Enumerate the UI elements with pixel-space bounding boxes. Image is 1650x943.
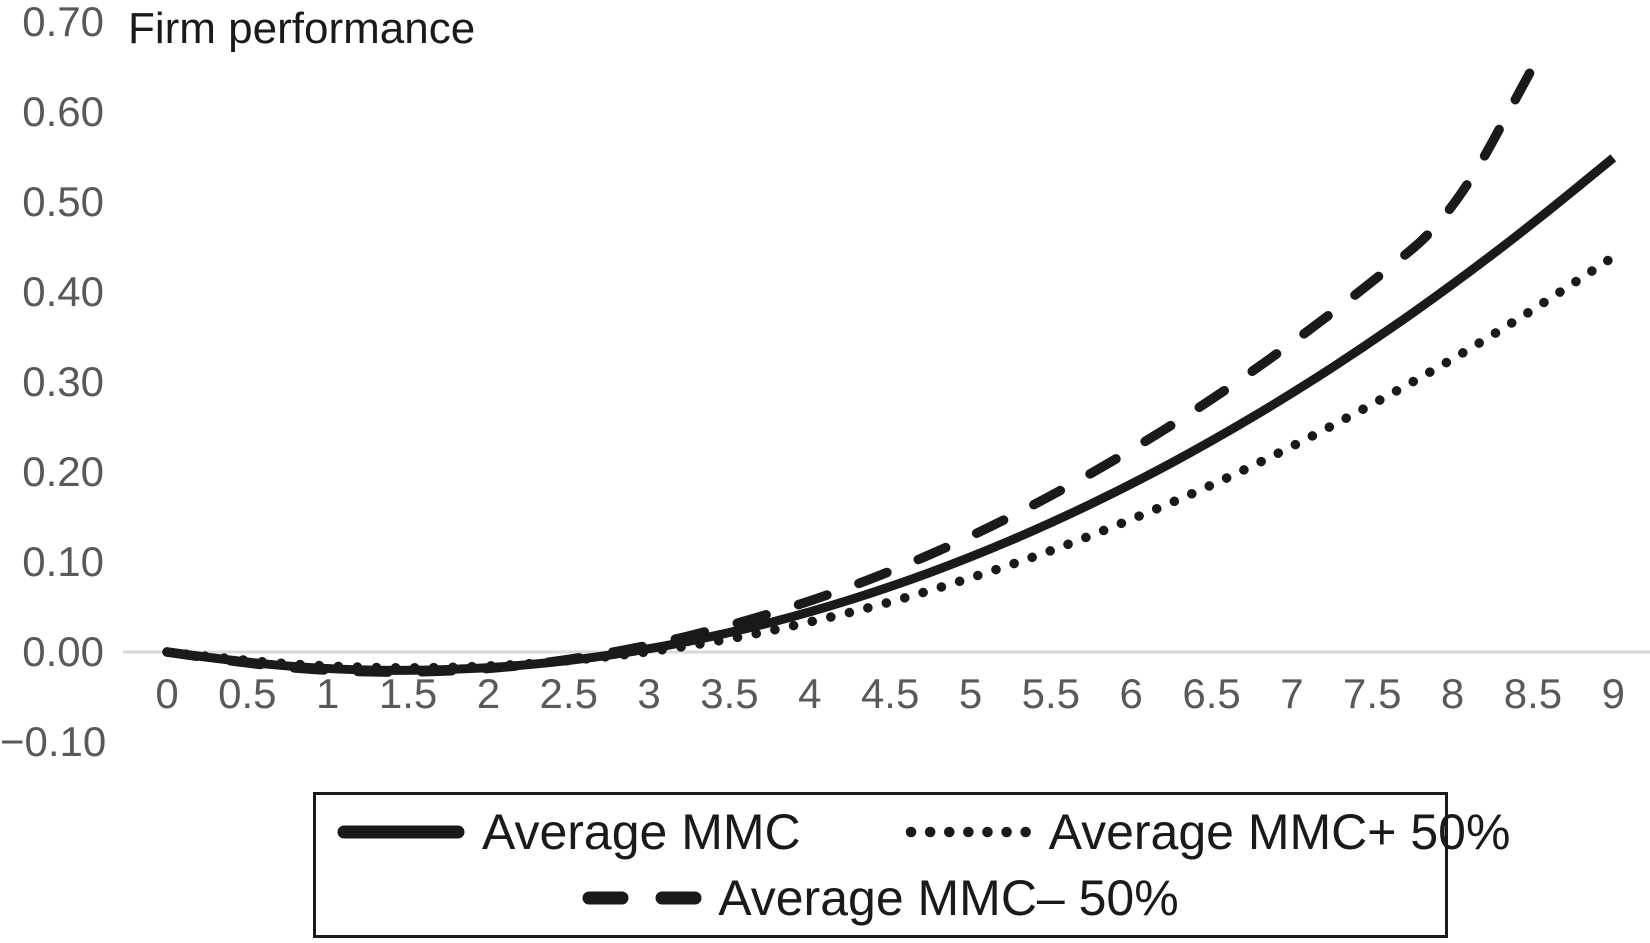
legend-item-average-mmc-minus-50: Average MMC– 50% — [582, 869, 1179, 927]
legend-row-1: Average MMC Average MMC+ 50% — [316, 802, 1510, 862]
legend-dashed-line-icon — [582, 891, 702, 905]
y-tick-label: 0.20 — [22, 448, 104, 495]
legend-label-average-mmc-plus-50: Average MMC+ 50% — [1048, 804, 1511, 860]
x-tick-label: 2.5 — [539, 670, 598, 717]
x-tick-label: 7.5 — [1343, 670, 1402, 717]
x-tick-label: 5.5 — [1021, 670, 1081, 717]
y-tick-label: −0.10 — [0, 718, 107, 765]
series-line-dashed — [162, 62, 1538, 677]
x-tick-label: 0 — [155, 670, 179, 717]
legend-item-average-mmc: Average MMC — [336, 803, 801, 861]
x-tick-label: 7 — [1280, 670, 1304, 717]
legend-row-2: Average MMC– 50% — [316, 868, 1445, 928]
series-line-dotted — [162, 252, 1619, 673]
x-tick-label: 8 — [1440, 670, 1465, 717]
legend-solid-line-icon — [337, 825, 465, 839]
x-tick-label: 0.5 — [218, 670, 277, 717]
legend-box: Average MMC Average MMC+ 50% Average MMC… — [313, 792, 1510, 938]
y-tick-label: 0.50 — [22, 178, 104, 225]
legend-label-average-mmc-minus-50: Average MMC– 50% — [718, 870, 1179, 926]
chart-title: Firm performance — [128, 4, 476, 53]
x-tick-label: 3.5 — [700, 670, 759, 717]
x-tick-label: 6.5 — [1182, 670, 1241, 717]
x-tick-label: 9 — [1601, 670, 1625, 717]
x-tick-label: 3 — [637, 670, 661, 717]
y-tick-label: 0.70 — [22, 0, 104, 45]
x-tick-label: 8.5 — [1503, 670, 1563, 717]
legend-dotted-line-icon — [905, 826, 1032, 838]
x-tick-label: 5 — [958, 670, 983, 717]
legend-item-average-mmc-plus-50: Average MMC+ 50% — [905, 803, 1511, 861]
x-tick-label: 1 — [316, 670, 340, 717]
x-tick-label: 4.5 — [860, 670, 920, 717]
x-tick-label: 2 — [476, 670, 501, 717]
y-tick-label: 0.40 — [22, 268, 104, 315]
x-tick-label: 6 — [1119, 670, 1143, 717]
x-tick-label: 1.5 — [378, 670, 438, 717]
x-tick-label: 4 — [798, 670, 822, 717]
series-line-solid — [166, 154, 1617, 675]
y-tick-label: 0.10 — [22, 538, 104, 585]
y-tick-label: 0.30 — [22, 358, 104, 405]
y-tick-label: 0.00 — [22, 628, 104, 675]
y-tick-label: 0.60 — [22, 88, 104, 135]
legend-label-average-mmc: Average MMC — [482, 804, 801, 860]
